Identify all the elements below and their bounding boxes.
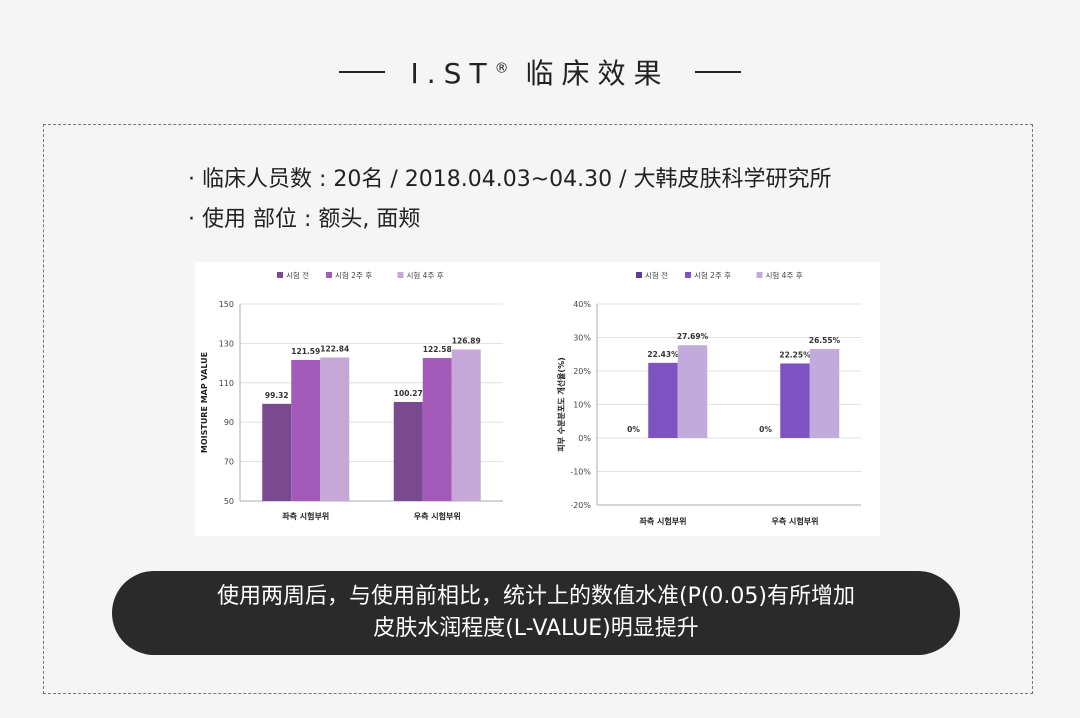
legend-label: 시험 전 [645,270,668,280]
legend-swatch [326,272,332,278]
bar [320,357,350,501]
y-tick-label: 130 [219,339,234,348]
conclusion-line-1: 使用两周后，与使用前相比，统计上的数值水准(P(0.05)有所增加 [216,584,855,609]
legend-swatch [397,272,404,278]
y-axis-title: 피부 수분분포도 개선율(%) [556,357,566,452]
y-tick-label: 150 [219,300,234,309]
conclusion-line-2: 皮肤水润程度(L-VALUE)明显提升 [373,616,699,641]
legend-label: 시험 2주 후 [335,271,372,280]
y-tick-label: -20% [570,501,591,510]
y-tick-label: 70 [224,458,234,467]
moisture-map-chart: 시험 전 시험 2주 후 시험 4주 후 50 70 90 110 130 150 99.32 12… [200,270,503,521]
legend-swatch [756,272,763,278]
legend-label: 시험 전 [286,270,309,280]
data-label: 26.55% [809,336,841,345]
category-label: 우측 시험부위 [772,516,819,526]
data-label: 22.25% [779,350,811,359]
y-tick-label: 10% [573,401,591,410]
content-frame [43,124,1033,694]
section-header: I.ST® 临床效果 [0,52,1080,92]
data-label: 122.58 [423,345,452,354]
bar [422,358,452,501]
bar [451,349,481,501]
bar [262,403,292,501]
y-tick-label: 110 [219,379,234,388]
legend-label: 시험 4주 후 [766,271,803,280]
moisture-improvement-chart: 시험 전 시험 2주 후 시험 4주 후 -20% -10% 0% 10% 20% 30% 40%… [556,270,861,526]
bar [291,359,321,501]
y-tick-label: 0% [578,434,591,443]
category-label: 좌측 시험부위 [282,511,329,521]
category-label: 우측 시험부위 [414,511,461,521]
y-tick-label: 90 [224,418,234,427]
header-right-rule [695,71,742,73]
section-title: I.ST® 临床效果 [411,52,670,92]
bar [648,362,678,438]
legend-swatch [685,272,691,278]
y-tick-label: -10% [570,468,591,477]
y-tick-label: 40% [573,300,591,309]
legend-label: 시험 2주 후 [694,271,731,280]
bar [677,345,708,438]
y-tick-label: 50 [224,497,234,506]
y-tick-label: 20% [573,367,591,376]
category-label: 좌측 시험부위 [640,516,687,526]
info-line-area: · 使用 部位 : 额头, 面颊 [188,207,421,232]
conclusion-banner: 使用两周后，与使用前相比，统计上的数值水准(P(0.05)有所增加 皮肤水润程度… [112,571,960,655]
data-label: 122.84 [320,345,349,354]
y-tick-label: 30% [573,334,591,343]
data-label: 22.43% [647,350,679,359]
bar [393,401,423,501]
header-left-rule [338,71,385,73]
charts-panel: 시험 전 시험 2주 후 시험 4주 후 50 70 90 110 130 150 99.32 12… [195,262,880,536]
data-label: 126.89 [452,337,481,346]
title-cn: 临床效果 [525,57,670,90]
data-label: 99.32 [265,391,289,400]
data-label: 100.27 [394,389,423,398]
registered-mark: ® [494,60,509,77]
legend-swatch [277,272,283,278]
legend-label: 시험 4주 후 [407,271,444,280]
legend-swatch [636,272,642,278]
data-label: 0% [627,425,640,434]
data-label: 121.59 [291,347,320,356]
bar [809,349,840,438]
study-info: · 临床人员数 : 20名 / 2018.04.03~04.30 / 大韩皮肤科… [188,160,832,240]
info-line-participants: · 临床人员数 : 20名 / 2018.04.03~04.30 / 大韩皮肤科… [188,167,832,192]
data-label: 0% [759,425,772,434]
y-axis-title: MOISTURE MAP VALUE [200,352,209,453]
brand-name: I.ST [410,57,495,90]
data-label: 27.69% [677,332,709,341]
bar [780,363,810,438]
